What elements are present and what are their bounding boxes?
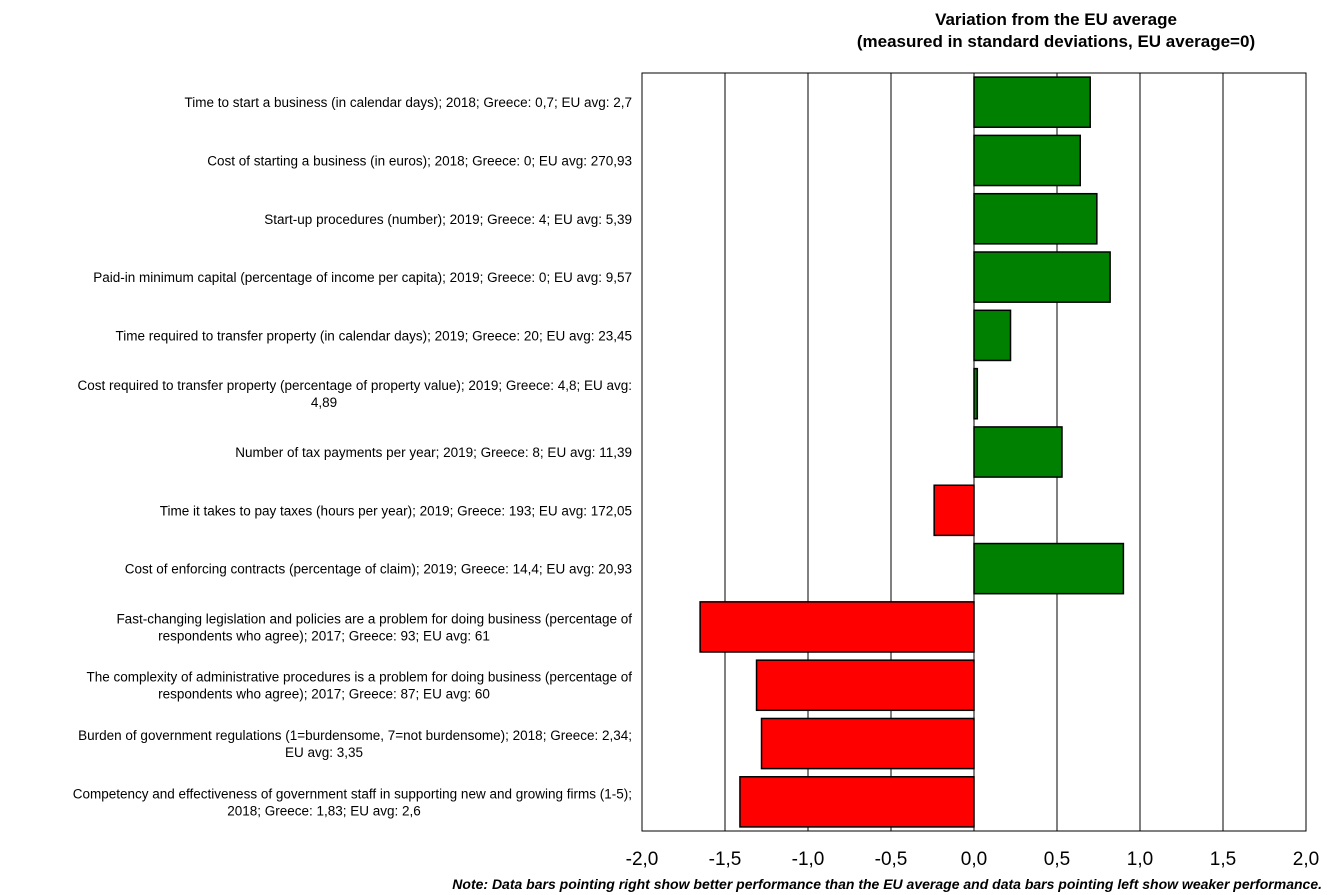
x-tick-label: 0,5 (1044, 849, 1070, 870)
category-label: Time it takes to pay taxes (hours per ye… (160, 503, 632, 518)
bar (973, 134, 1081, 187)
category-label: Cost of enforcing contracts (percentage … (125, 562, 632, 577)
category-label: Burden of government regulations (1=burd… (78, 728, 632, 743)
category-label: Time to start a business (in calendar da… (185, 95, 632, 110)
category-label: Time required to transfer property (in c… (115, 328, 632, 343)
bar (973, 251, 1111, 303)
category-label: EU avg: 3,35 (285, 745, 363, 760)
x-tick-label: 2,0 (1293, 849, 1319, 870)
x-tick-label: -2,0 (626, 849, 659, 870)
chart-subtitle: (measured in standard deviations, EU ave… (857, 32, 1255, 51)
bar (973, 76, 1091, 128)
category-label: respondents who agree); 2017; Greece: 93… (158, 628, 490, 643)
bar (755, 659, 975, 712)
bar (699, 601, 975, 653)
bar (973, 542, 1125, 595)
bars (699, 76, 1125, 828)
plot-area (641, 72, 1307, 832)
x-axis-ticks: -2,0 -1,5 -1,0 -0,5 0,0 0,5 1,0 1,5 2,0 (626, 849, 1320, 870)
bar (973, 309, 1012, 362)
bar (973, 192, 1098, 245)
category-label: Start-up procedures (number); 2019; Gree… (264, 212, 632, 227)
category-label: Competency and effectiveness of governme… (73, 786, 632, 801)
chart-title: Variation from the EU average (935, 10, 1177, 29)
bar (760, 717, 975, 770)
category-label: Number of tax payments per year; 2019; G… (235, 445, 632, 460)
x-tick-label: 1,5 (1210, 849, 1236, 870)
category-label: 4,89 (311, 395, 337, 410)
x-tick-label: -1,0 (792, 849, 825, 870)
category-label: Paid-in minimum capital (percentage of i… (93, 270, 632, 285)
category-label: Cost of starting a business (in euros); … (207, 153, 632, 168)
category-label: Fast-changing legislation and policies a… (116, 611, 632, 626)
category-label: Cost required to transfer property (perc… (77, 378, 632, 393)
x-tick-label: 1,0 (1127, 849, 1153, 870)
bar (739, 776, 975, 828)
chart-note: Note: Data bars pointing right show bett… (452, 876, 1322, 892)
bar (933, 484, 975, 537)
bar (973, 426, 1063, 478)
category-label: 2018; Greece: 1,83; EU avg: 2,6 (227, 803, 421, 818)
x-tick-label: -1,5 (709, 849, 742, 870)
bar (973, 367, 979, 420)
x-tick-label: 0,0 (961, 849, 987, 870)
category-label: The complexity of administrative procedu… (86, 670, 632, 685)
x-tick-label: -0,5 (875, 849, 908, 870)
category-labels: Time to start a business (in calendar da… (73, 95, 633, 818)
category-label: respondents who agree); 2017; Greece: 87… (158, 687, 490, 702)
